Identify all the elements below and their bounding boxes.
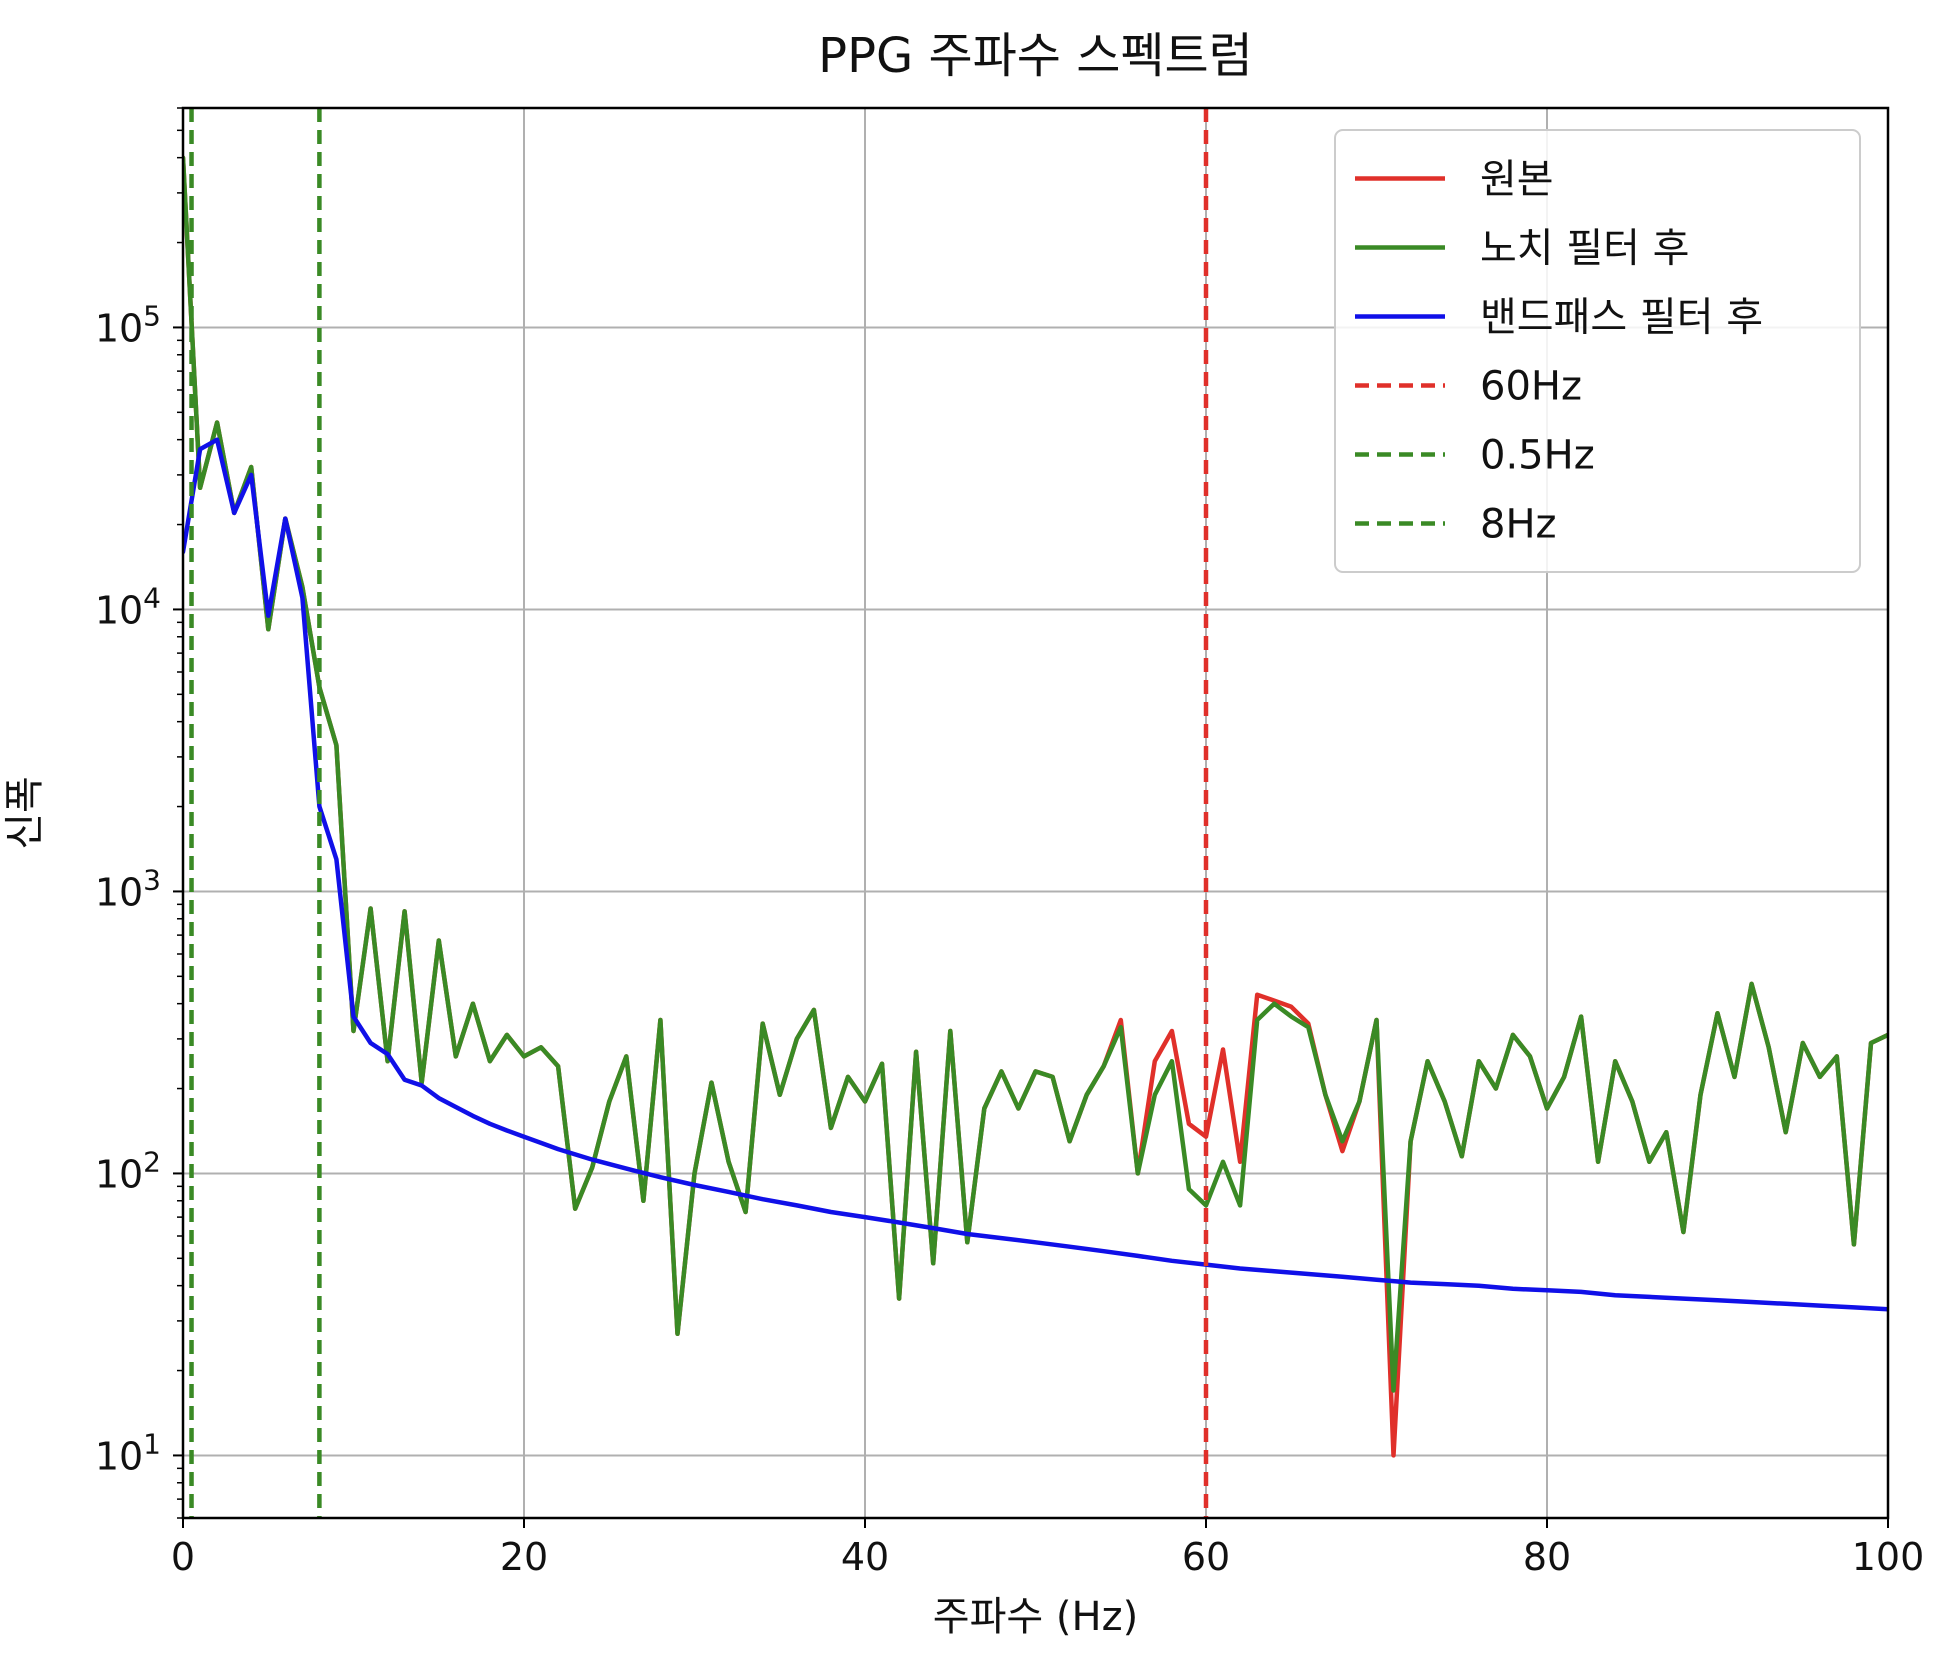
legend-item-0-5hz: 0.5Hz xyxy=(1355,433,1595,479)
series-bandpass-line xyxy=(183,437,1888,1312)
legend-item-60hz: 60Hz xyxy=(1355,364,1582,410)
legend-label: 노치 필터 후 xyxy=(1480,226,1689,272)
x-tick-label: 0 xyxy=(171,1535,195,1579)
x-axis-title: 주파수 (Hz) xyxy=(933,1594,1138,1640)
x-tick-label: 80 xyxy=(1523,1535,1571,1579)
y-tick-label: 102 xyxy=(95,1145,161,1196)
legend-item-original: 원본 xyxy=(1355,157,1554,203)
legend-label: 8Hz xyxy=(1480,502,1557,548)
x-tick-label: 40 xyxy=(841,1535,889,1579)
y-tick-label: 103 xyxy=(95,863,161,914)
chart-title: PPG 주파수 스펙트럼 xyxy=(818,28,1253,84)
series-notch-line xyxy=(183,155,1888,1393)
legend-label: 0.5Hz xyxy=(1480,433,1595,479)
y-tick-label: 101 xyxy=(95,1427,161,1478)
y-tick-label: 105 xyxy=(95,299,161,350)
x-tick-label: 60 xyxy=(1182,1535,1230,1579)
x-tick-label: 20 xyxy=(500,1535,548,1579)
x-tick-label: 100 xyxy=(1852,1535,1925,1579)
plot-area xyxy=(183,108,1888,1518)
plot-frame xyxy=(181,106,1890,1520)
legend-item-bandpass: 밴드패스 필터 후 xyxy=(1355,295,1763,341)
legend-label: 밴드패스 필터 후 xyxy=(1480,295,1763,341)
legend-item-8hz: 8Hz xyxy=(1355,502,1557,548)
y-axis-title: 신폭 xyxy=(2,776,48,850)
y-tick-label: 104 xyxy=(95,581,161,632)
legend-label: 60Hz xyxy=(1480,364,1582,410)
axes-ticks: 0 20 40 60 80 100 101 102 103 104 105 xyxy=(95,107,1925,1579)
legend-item-notch: 노치 필터 후 xyxy=(1355,226,1689,272)
legend-box xyxy=(1334,129,1861,573)
legend-label: 원본 xyxy=(1480,157,1554,203)
